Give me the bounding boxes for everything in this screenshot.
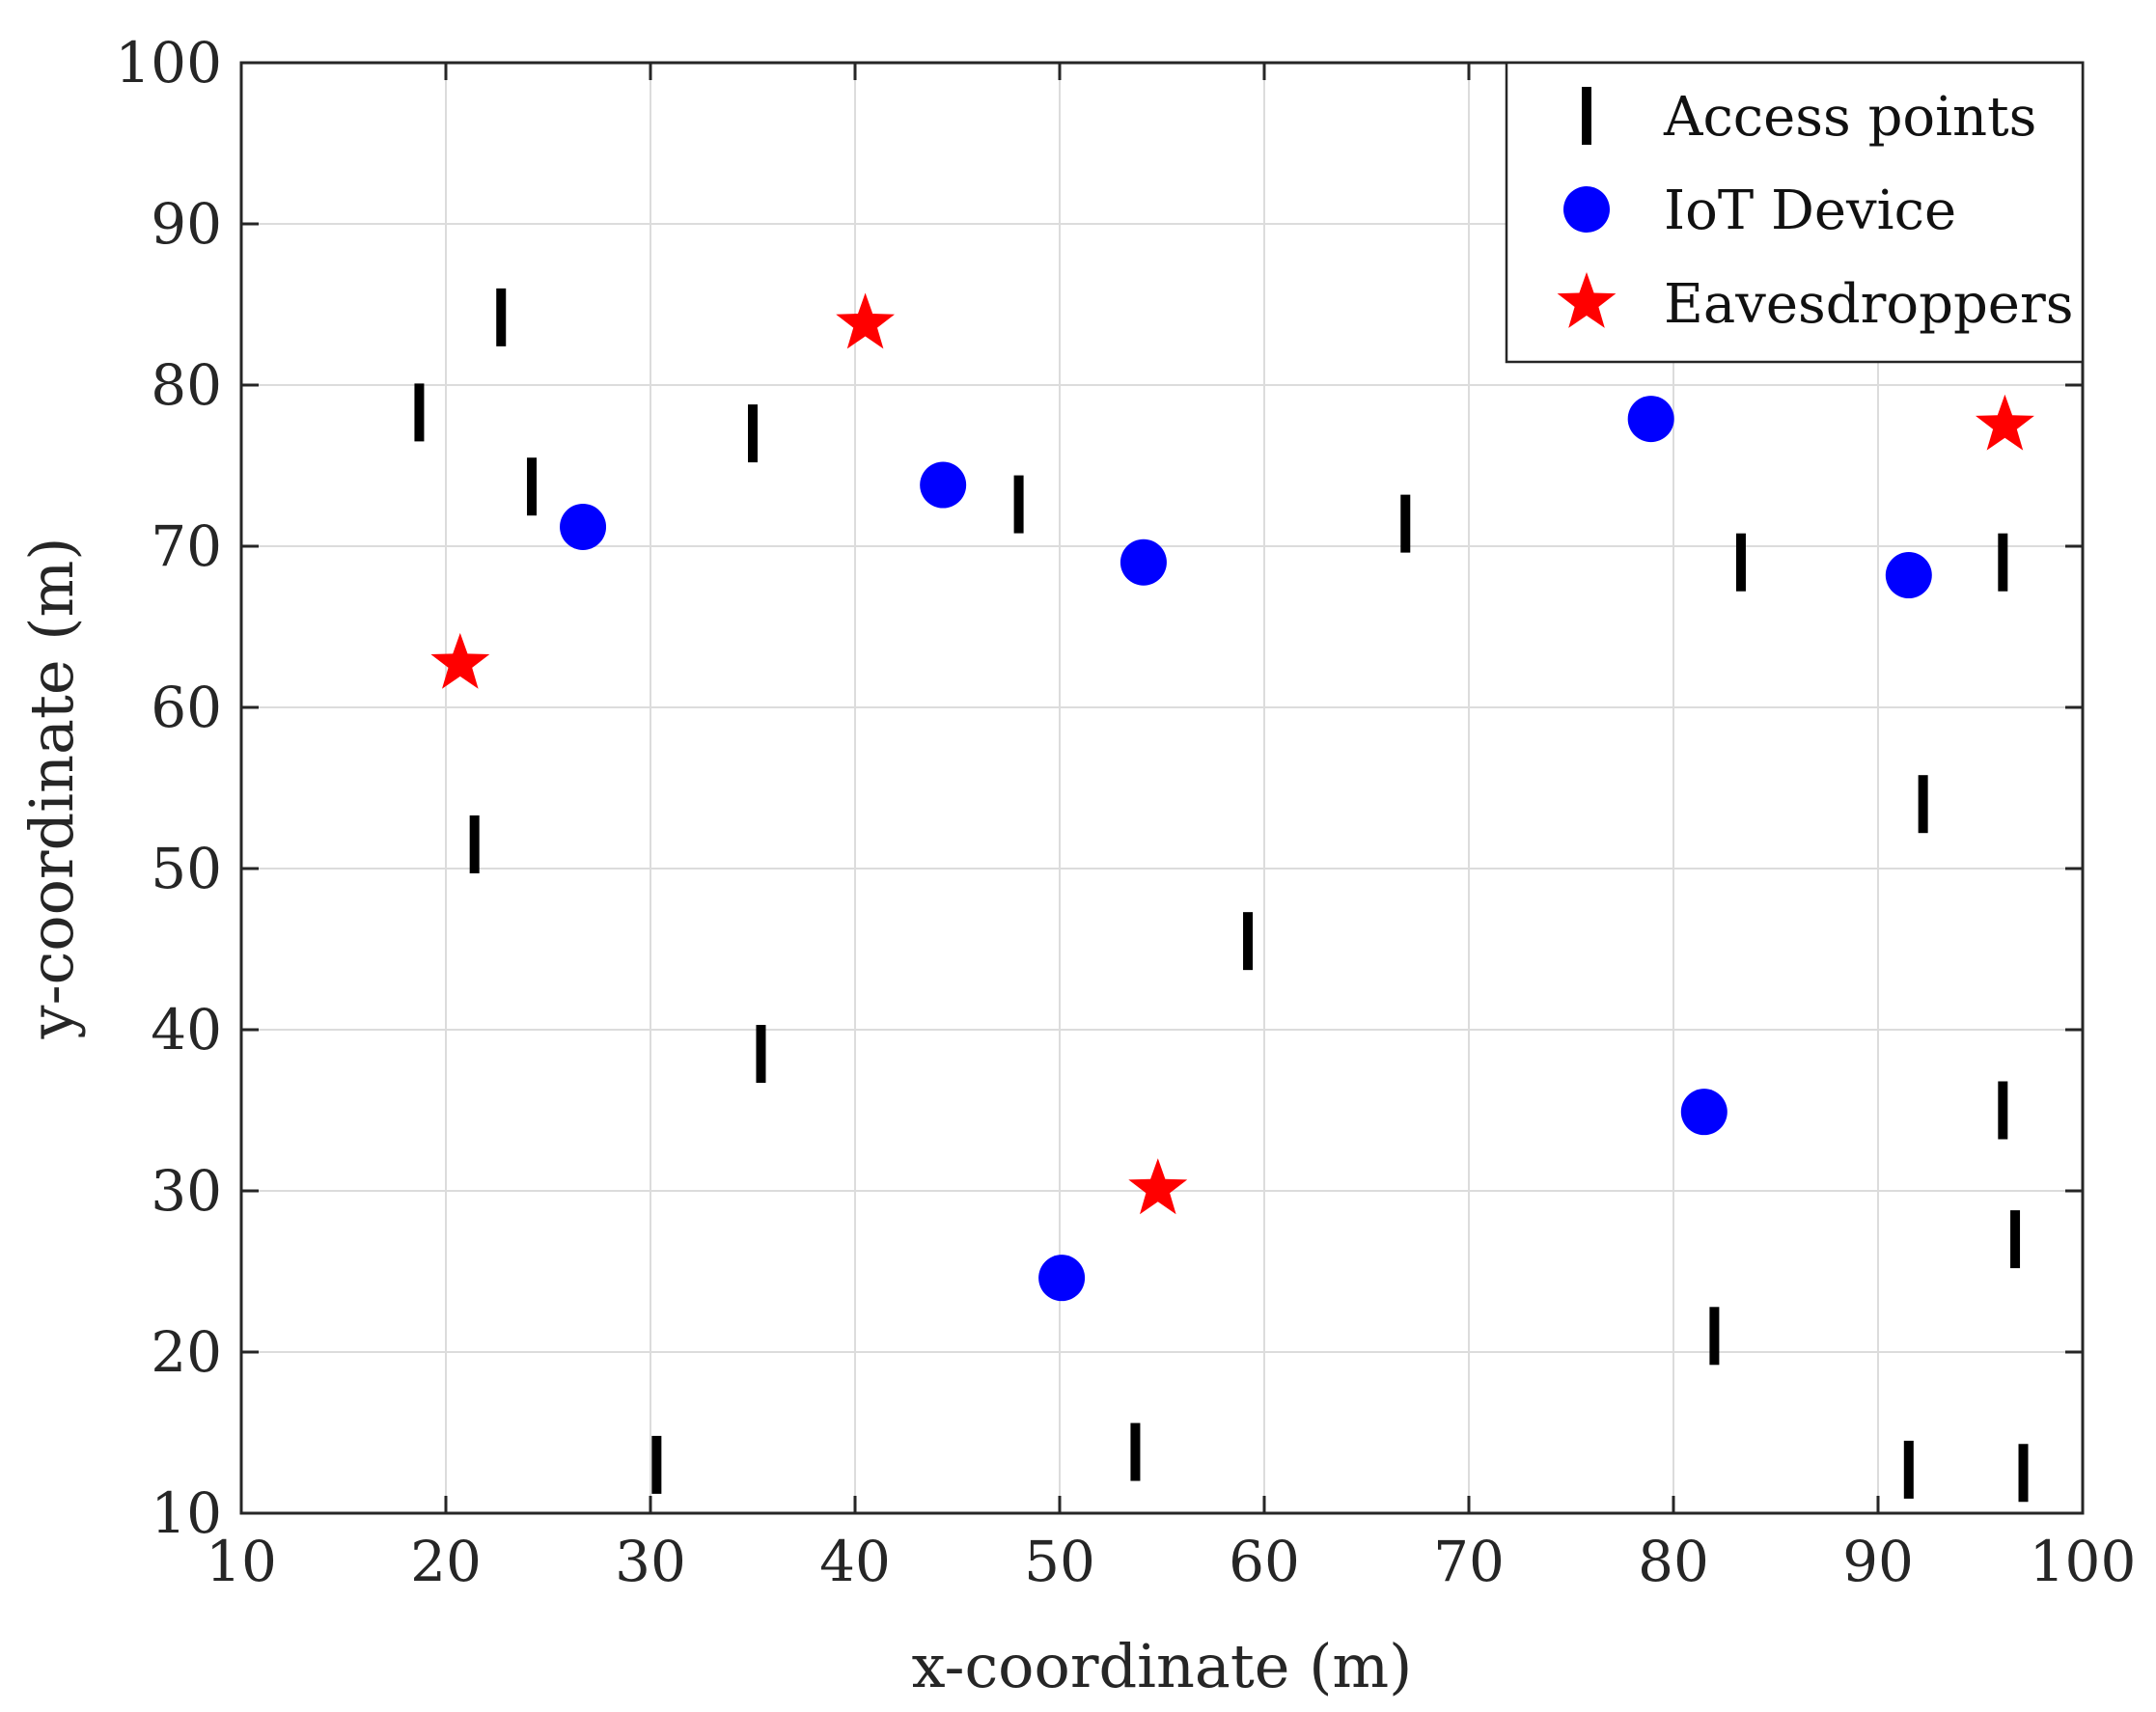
axis-ticks: 10 20 30 40 50 60 70 80 90 100 10 20 30 40 50 60 70 80 90 1… xyxy=(115,30,2136,1594)
iot-device-marker xyxy=(1627,396,1674,443)
access-point-marker xyxy=(1998,533,2008,592)
access-point-marker xyxy=(2010,1210,2021,1269)
access-point-marker xyxy=(1400,494,1411,553)
access-point-marker xyxy=(2018,1444,2029,1503)
x-tick-label: 50 xyxy=(1024,1529,1095,1594)
x-tick-label: 30 xyxy=(615,1529,686,1594)
access-point-marker xyxy=(1735,533,1746,592)
legend-label: IoT Device xyxy=(1664,179,1956,242)
access-point-marker xyxy=(1709,1307,1720,1366)
access-point-marker xyxy=(527,457,538,516)
data-marks xyxy=(414,288,2034,1503)
eavesdropper-marker xyxy=(836,292,895,349)
access-point-marker xyxy=(414,383,425,442)
x-tick-label: 100 xyxy=(2030,1529,2137,1594)
y-tick-label: 60 xyxy=(151,675,222,740)
access-point-marker xyxy=(1013,475,1024,534)
iot-device-marker xyxy=(920,461,967,509)
eavesdropper-marker xyxy=(1128,1158,1188,1215)
x-tick-label: 10 xyxy=(206,1529,277,1594)
x-tick-label: 40 xyxy=(819,1529,891,1594)
legend-label: Access points xyxy=(1663,86,2036,149)
y-tick-label: 30 xyxy=(151,1158,222,1224)
eavesdropper-marker xyxy=(430,632,490,689)
legend-eavesdropper-marker xyxy=(1557,272,1617,328)
y-tick-label: 70 xyxy=(151,513,222,579)
legend-access-point-marker xyxy=(1582,87,1591,145)
access-point-marker xyxy=(756,1025,766,1084)
y-tick-label: 90 xyxy=(151,191,222,257)
x-tick-label: 90 xyxy=(1842,1529,1914,1594)
x-tick-label: 80 xyxy=(1638,1529,1709,1594)
access-point-marker xyxy=(1998,1081,2008,1140)
y-tick-label: 10 xyxy=(151,1480,222,1546)
iot-device-marker xyxy=(1119,538,1167,586)
access-point-marker xyxy=(496,288,507,346)
access-point-marker xyxy=(748,404,758,463)
access-point-marker xyxy=(651,1435,662,1494)
access-point-marker xyxy=(469,815,480,873)
access-point-marker xyxy=(1243,912,1254,971)
y-tick-label: 50 xyxy=(151,836,222,901)
x-tick-label: 20 xyxy=(410,1529,482,1594)
y-tick-label: 100 xyxy=(115,30,222,96)
access-point-marker xyxy=(1903,1440,1914,1499)
y-tick-label: 20 xyxy=(151,1319,222,1385)
y-tick-label: 80 xyxy=(151,352,222,418)
access-point-marker xyxy=(1130,1422,1141,1481)
iot-device-marker xyxy=(560,503,607,550)
legend-label: Eavesdroppers xyxy=(1664,273,2073,336)
access-point-marker xyxy=(1918,775,1928,834)
y-axis-label: y-coordinate (m) xyxy=(16,538,87,1040)
x-tick-label: 70 xyxy=(1433,1529,1505,1594)
series-iot-device xyxy=(560,396,1932,1302)
legend-iot-device-marker xyxy=(1563,186,1610,233)
x-axis-label: x-coordinate (m) xyxy=(912,1631,1413,1701)
iot-device-marker xyxy=(1680,1089,1728,1136)
iot-device-marker xyxy=(1038,1255,1086,1302)
series-access-point xyxy=(414,288,2029,1503)
axes-box xyxy=(239,61,2085,1515)
eavesdropper-marker xyxy=(1976,394,2034,451)
legend: Access points IoT Device Eavesdroppers xyxy=(1505,61,2085,364)
series-eavesdropper xyxy=(430,292,2034,1215)
y-tick-label: 40 xyxy=(151,997,222,1063)
x-tick-label: 60 xyxy=(1229,1529,1300,1594)
iot-device-marker xyxy=(1885,552,1932,599)
